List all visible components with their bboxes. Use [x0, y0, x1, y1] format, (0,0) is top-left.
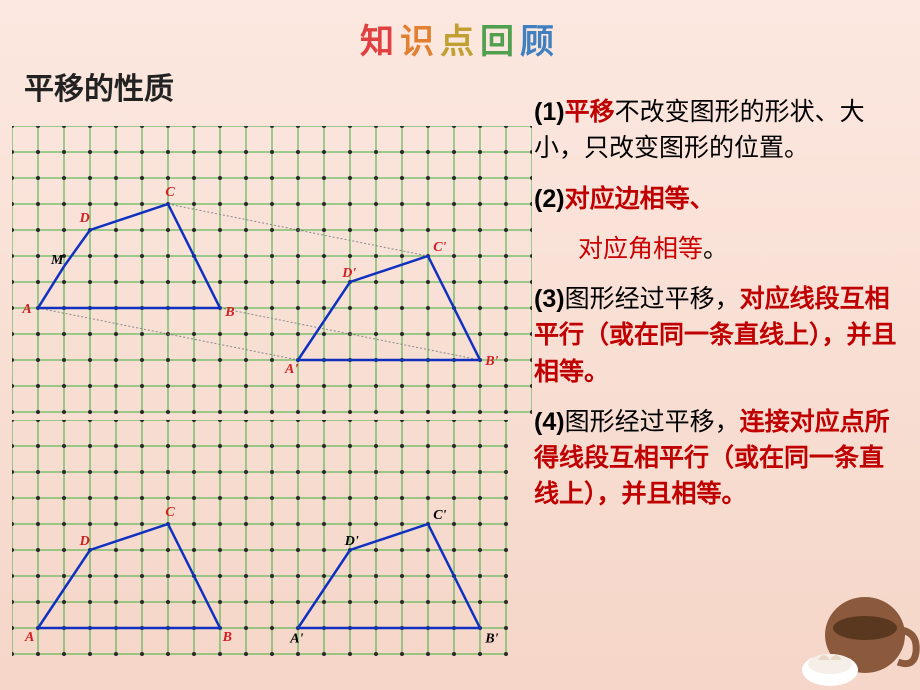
- svg-text:C': C': [433, 240, 446, 255]
- svg-text:C: C: [165, 505, 175, 520]
- svg-text:B: B: [224, 305, 234, 320]
- svg-text:B: B: [222, 630, 232, 645]
- point-4: (4)图形经过平移，连接对应点所得线段互相平行（或在同一条直线上），并且相等。: [534, 404, 906, 513]
- svg-text:A: A: [21, 302, 31, 317]
- svg-text:D: D: [79, 534, 90, 549]
- svg-text:B': B': [484, 354, 498, 369]
- svg-text:C': C': [433, 508, 446, 523]
- subtitle: 平移的性质: [24, 64, 174, 108]
- point-2: (2)对应边相等、: [534, 181, 906, 217]
- diagram-bottom: A B C D A' B' C' D': [12, 420, 512, 660]
- properties-panel: (1)平移不改变图形的形状、大小，只改变图形的位置。 (2)对应边相等、 对应角…: [534, 94, 906, 527]
- point-2b: 对应角相等。: [534, 231, 906, 267]
- point-3: (3)图形经过平移，对应线段互相平行（或在同一条直线上），并且相等。: [534, 281, 906, 390]
- svg-text:A: A: [24, 630, 34, 645]
- svg-text:A': A': [284, 362, 298, 377]
- svg-text:M: M: [50, 253, 64, 268]
- main-title: 知识点回顾: [0, 14, 920, 63]
- point-1: (1)平移不改变图形的形状、大小，只改变图形的位置。: [534, 94, 906, 167]
- svg-text:A': A': [289, 631, 303, 646]
- coffee-decoration: [790, 560, 920, 690]
- svg-text:D': D': [341, 266, 356, 281]
- svg-text:D: D: [79, 211, 90, 226]
- svg-text:D': D': [344, 534, 359, 549]
- svg-text:B': B': [484, 631, 498, 646]
- diagram-top: A B C D M A' B' C' D': [12, 126, 532, 416]
- svg-text:C: C: [165, 185, 175, 200]
